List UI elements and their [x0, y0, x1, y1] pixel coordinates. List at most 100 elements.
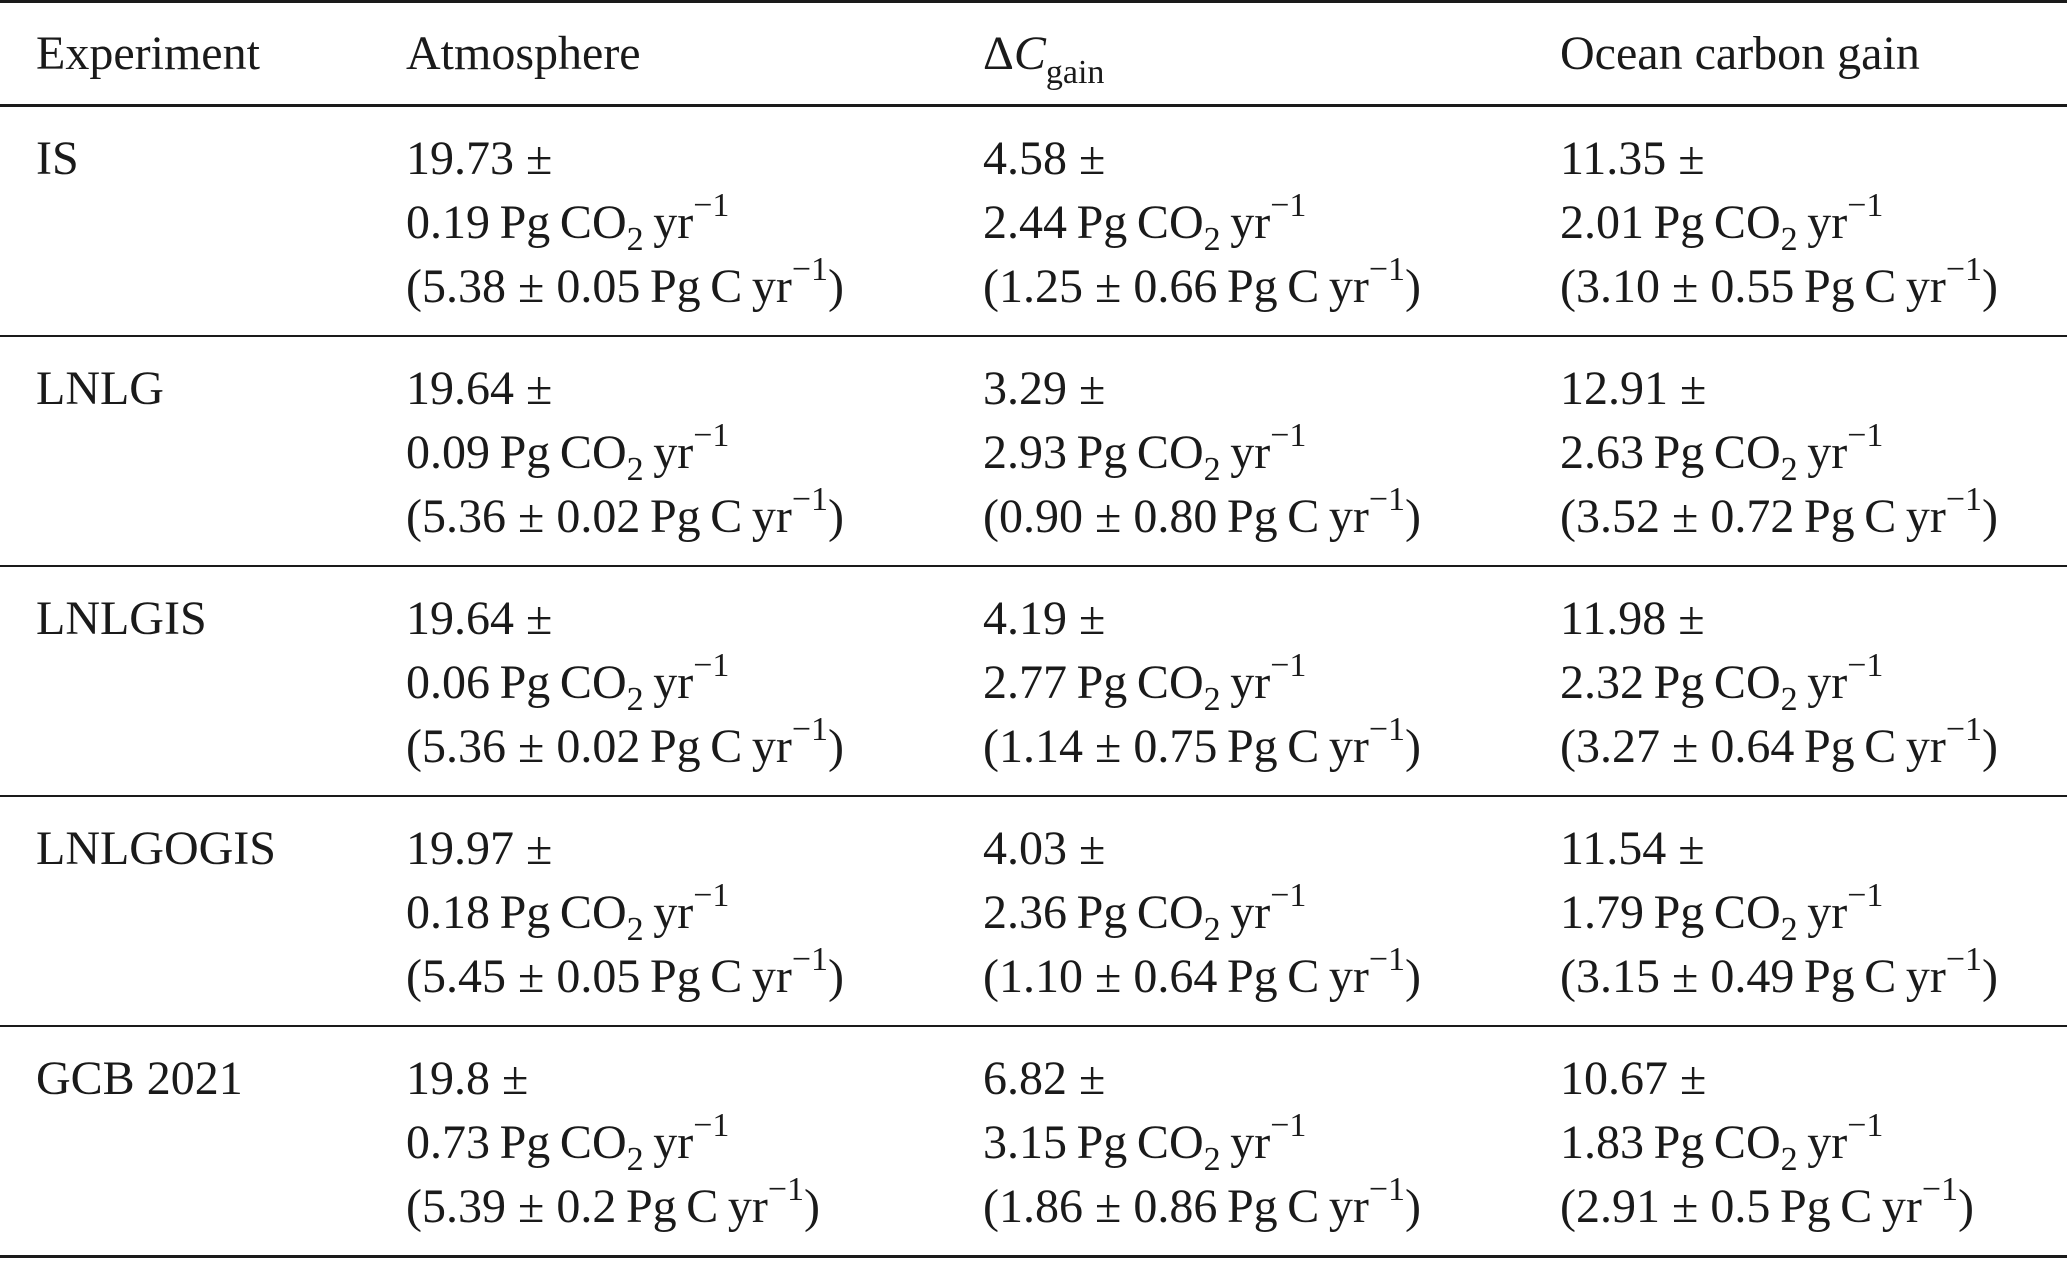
unit-co2: CO: [559, 426, 627, 479]
uncertainty-co2-line: 1.83 Pg CO2 yr−1: [1560, 1109, 2067, 1178]
closing-paren: ): [1982, 950, 1999, 1003]
unit-pg: Pg: [499, 426, 560, 479]
unit-pg: Pg: [1226, 490, 1288, 543]
unit-pg: Pg: [1076, 656, 1137, 709]
experiment-name: LNLGOGIS: [36, 822, 276, 875]
unit-pg: Pg: [1226, 950, 1288, 1003]
unit-co2-subscript: 2: [626, 221, 644, 258]
unit-c: C: [710, 720, 743, 773]
closing-paren: ): [828, 720, 845, 773]
delta-c-gain-cell: 4.58 ±2.44 Pg CO2 yr−1 (1.25 ± 0.66 Pg C …: [947, 106, 1524, 337]
unit-pg: Pg: [499, 1116, 560, 1169]
unit-yr: yr: [1896, 260, 1946, 313]
uncertainty-value: 0.19: [406, 196, 500, 249]
carbon-equivalent-value: (3.52 ± 0.72: [1560, 490, 1804, 543]
table-body: IS 19.73 ±0.19 Pg CO2 yr−1 (5.38 ± 0.05 P…: [0, 106, 2067, 1257]
table-row: LNLGOGIS 19.97 ±0.18 Pg CO2 yr−1 (5.45 ± …: [0, 796, 2067, 1026]
unit-co2: CO: [1713, 656, 1781, 709]
unit-co2: CO: [559, 656, 627, 709]
carbon-equivalent-value: (5.36 ± 0.02: [406, 720, 650, 773]
unit-co2: CO: [1713, 886, 1781, 939]
value-line: 11.35 ±: [1560, 132, 1705, 185]
carbon-equivalent-value: (1.14 ± 0.75: [983, 720, 1227, 773]
unit-exponent: −1: [1270, 1107, 1307, 1144]
unit-pg: Pg: [649, 260, 711, 313]
uncertainty-co2-line: 1.79 Pg CO2 yr−1: [1560, 879, 2067, 948]
unit-pg: Pg: [1653, 656, 1714, 709]
value-line: 4.19 ±: [983, 592, 1106, 645]
unit-c: C: [686, 1180, 719, 1233]
value-line: 10.67 ±: [1560, 1052, 1707, 1105]
unit-exponent: −1: [767, 1171, 805, 1208]
unit-co2-subscript: 2: [626, 1141, 644, 1178]
uncertainty-value: 2.36: [983, 886, 1077, 939]
experiment-name: LNLG: [36, 362, 164, 415]
carbon-equivalent-value: (0.90 ± 0.80: [983, 490, 1227, 543]
unit-exponent: −1: [791, 711, 829, 748]
unit-exponent: −1: [1847, 417, 1884, 454]
unit-pg: Pg: [1076, 1116, 1137, 1169]
unit-pg: Pg: [1076, 886, 1137, 939]
unit-exponent: −1: [693, 877, 730, 914]
closing-paren: ): [828, 490, 845, 543]
unit-co2-subscript: 2: [626, 451, 644, 488]
uncertainty-value: 2.63: [1560, 426, 1654, 479]
unit-co2: CO: [1713, 426, 1781, 479]
carbon-equivalent-line: (1.10 ± 0.64 Pg C yr−1): [983, 943, 1524, 1009]
unit-co2: CO: [1136, 886, 1204, 939]
delta-c-gain-cell: 6.82 ±3.15 Pg CO2 yr−1 (1.86 ± 0.86 Pg C …: [947, 1026, 1524, 1257]
unit-exponent: −1: [1368, 941, 1406, 978]
unit-exponent: −1: [693, 417, 730, 454]
atmosphere-cell: 19.8 ±0.73 Pg CO2 yr−1 (5.39 ± 0.2 Pg C y…: [370, 1026, 947, 1257]
unit-exponent: −1: [1945, 941, 1983, 978]
unit-pg: Pg: [1226, 1180, 1288, 1233]
ocean-carbon-gain-cell: 11.35 ±2.01 Pg CO2 yr−1 (3.10 ± 0.55 Pg C…: [1524, 106, 2067, 337]
header-row: Experiment Atmosphere ΔCgain Ocean carbo…: [0, 1, 2067, 106]
closing-paren: ): [1405, 720, 1422, 773]
closing-paren: ): [1405, 490, 1422, 543]
atmosphere-cell: 19.97 ±0.18 Pg CO2 yr−1 (5.45 ± 0.05 Pg C…: [370, 796, 947, 1026]
unit-pg: Pg: [1803, 260, 1865, 313]
unit-c: C: [1864, 260, 1897, 313]
experiment-name: GCB 2021: [36, 1052, 243, 1105]
value-line: 6.82 ±: [983, 1052, 1106, 1105]
uncertainty-co2-line: 0.09 Pg CO2 yr−1: [406, 419, 947, 488]
uncertainty-value: 0.06: [406, 656, 500, 709]
unit-co2-subscript: 2: [1780, 1141, 1798, 1178]
carbon-equivalent-value: (5.38 ± 0.05: [406, 260, 650, 313]
unit-exponent: −1: [1270, 417, 1307, 454]
unit-co2: CO: [559, 1116, 627, 1169]
unit-pg: Pg: [1653, 886, 1714, 939]
carbon-equivalent-value: (2.91 ± 0.5: [1560, 1180, 1780, 1233]
closing-paren: ): [804, 1180, 821, 1233]
unit-co2: CO: [1136, 656, 1204, 709]
unit-yr: yr: [1220, 1116, 1271, 1169]
value-line: 19.8 ±: [406, 1052, 529, 1105]
unit-co2-subscript: 2: [1780, 911, 1798, 948]
unit-yr: yr: [1220, 656, 1271, 709]
ocean-carbon-gain-cell: 10.67 ±1.83 Pg CO2 yr−1 (2.91 ± 0.5 Pg C …: [1524, 1026, 2067, 1257]
delta-subscript: gain: [1045, 53, 1105, 91]
closing-paren: ): [1405, 260, 1422, 313]
unit-pg: Pg: [1226, 720, 1288, 773]
value-line: 4.58 ±: [983, 132, 1106, 185]
experiment-cell: LNLGIS: [0, 566, 370, 796]
table-row: GCB 2021 19.8 ±0.73 Pg CO2 yr−1 (5.39 ± 0…: [0, 1026, 2067, 1257]
closing-paren: ): [1405, 950, 1422, 1003]
unit-yr: yr: [1319, 1180, 1369, 1233]
unit-yr: yr: [643, 1116, 694, 1169]
unit-yr: yr: [1319, 490, 1369, 543]
unit-exponent: −1: [1270, 877, 1307, 914]
unit-c: C: [710, 490, 743, 543]
table-row: LNLG 19.64 ±0.09 Pg CO2 yr−1 (5.36 ± 0.02…: [0, 336, 2067, 566]
delta-c-gain-cell: 3.29 ±2.93 Pg CO2 yr−1 (0.90 ± 0.80 Pg C …: [947, 336, 1524, 566]
unit-yr: yr: [1220, 196, 1271, 249]
carbon-equivalent-line: (3.15 ± 0.49 Pg C yr−1): [1560, 943, 2067, 1009]
carbon-equivalent-line: (5.36 ± 0.02 Pg C yr−1): [406, 483, 947, 549]
carbon-equivalent-value: (5.45 ± 0.05: [406, 950, 650, 1003]
carbon-equivalent-value: (3.10 ± 0.55: [1560, 260, 1804, 313]
unit-co2-subscript: 2: [626, 911, 644, 948]
carbon-equivalent-value: (5.36 ± 0.02: [406, 490, 650, 543]
uncertainty-co2-line: 0.06 Pg CO2 yr−1: [406, 649, 947, 717]
